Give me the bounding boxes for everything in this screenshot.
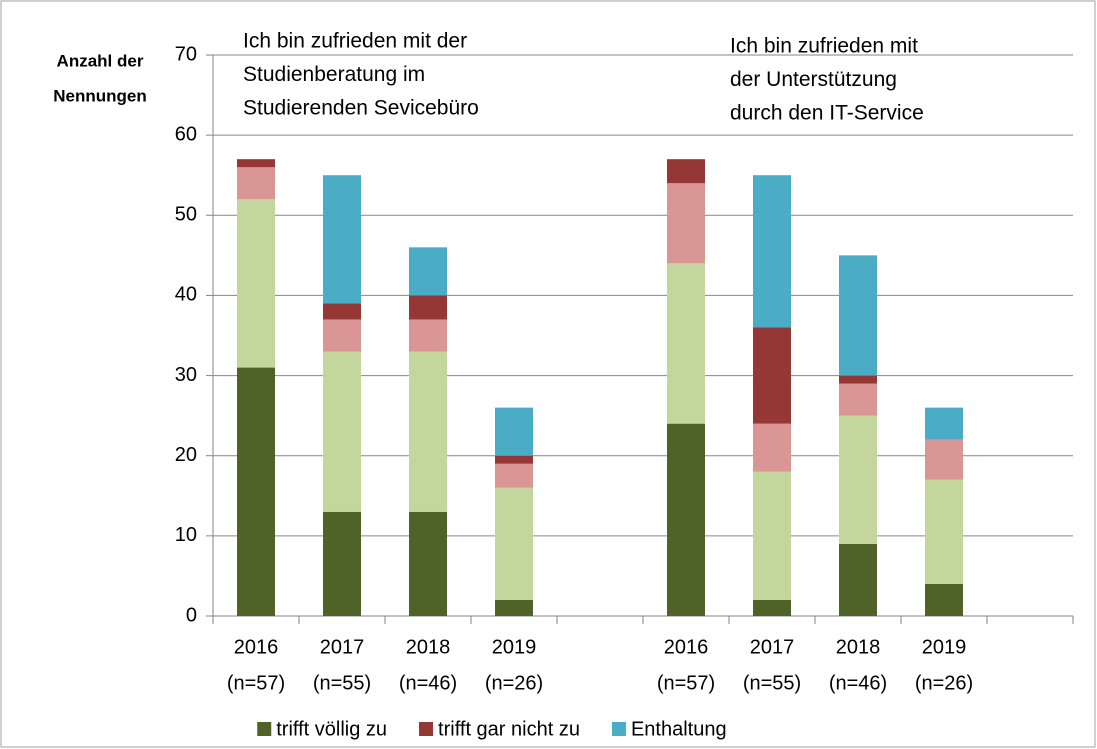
y-tick-label: 70 [175,43,197,65]
bar-segment [925,479,963,584]
bar-segment [839,383,877,416]
bar-segment [667,159,705,184]
bar-segment [925,407,963,440]
x-tick-label: 2018 [836,636,881,658]
legend-swatch [611,722,626,736]
annotation: der Unterstützung [730,68,897,91]
bar-segment [495,487,533,600]
annotation: Studienberatung im [243,63,425,86]
bar-segment [409,511,447,616]
bar-segment [925,439,963,480]
x-tick-label: 2016 [234,636,279,658]
legend-label: trifft völlig zu [276,718,387,740]
bar-segment [495,407,533,456]
x-tick-label: (n=46) [829,672,887,694]
bar-segment [753,423,791,472]
bar-segment [839,415,877,544]
annotation: Studierenden Sevicebüro [243,97,479,120]
y-axis-label: Anzahl der [57,51,144,70]
bar-segment [409,247,447,296]
bar-segment [323,175,361,304]
bar-segment [409,351,447,512]
y-tick-label: 0 [186,604,197,626]
bar-segment [753,471,791,600]
y-tick-label: 50 [175,204,197,226]
legend-swatch [257,722,272,736]
legend-label: trifft gar nicht zu [438,718,580,740]
y-tick-label: 60 [175,123,197,145]
y-tick-label: 30 [175,364,197,386]
x-tick-label: 2018 [406,636,451,658]
x-tick-label: (n=55) [743,672,801,694]
bar-segment [409,295,447,320]
bar-segment [323,303,361,320]
bar-segment [839,543,877,616]
x-tick-label: 2019 [492,636,537,658]
bar-segment [753,599,791,616]
x-tick-label: 2017 [320,636,365,658]
x-tick-label: (n=46) [399,672,457,694]
x-tick-label: 2019 [922,636,967,658]
bar-segment [495,455,533,464]
bar-segment [753,327,791,424]
bar-segment [495,463,533,488]
bar-segment [667,263,705,424]
bar-segment [323,511,361,616]
bar-segment [839,375,877,384]
bar-segment [667,423,705,616]
annotation: Ich bin zufrieden mit [730,35,918,58]
annotation: durch den IT-Service [730,102,924,125]
bar-segment [237,367,275,616]
bar-segment [753,175,791,328]
bar-segment [323,351,361,512]
x-tick-label: (n=57) [657,672,715,694]
legend-label: Enthaltung [631,718,727,740]
bar-segment [409,319,447,352]
x-tick-label: (n=26) [485,672,543,694]
y-tick-label: 20 [175,444,197,466]
bar-segment [323,319,361,352]
y-tick-label: 10 [175,524,197,546]
bar-segment [495,599,533,616]
bar-segment [925,583,963,616]
bar-segment [839,255,877,376]
x-tick-label: (n=26) [915,672,973,694]
bar-segment [237,159,275,168]
x-tick-label: (n=55) [313,672,371,694]
y-axis-label: Nennungen [53,86,147,105]
bar-segment [667,183,705,264]
y-tick-label: 40 [175,284,197,306]
annotation: Ich bin zufrieden mit der [243,30,467,53]
x-tick-label: 2017 [750,636,795,658]
legend-swatch [419,722,434,736]
x-tick-label: (n=57) [227,672,285,694]
bar-segment [237,167,275,200]
bar-segment [237,199,275,368]
x-tick-label: 2016 [664,636,709,658]
